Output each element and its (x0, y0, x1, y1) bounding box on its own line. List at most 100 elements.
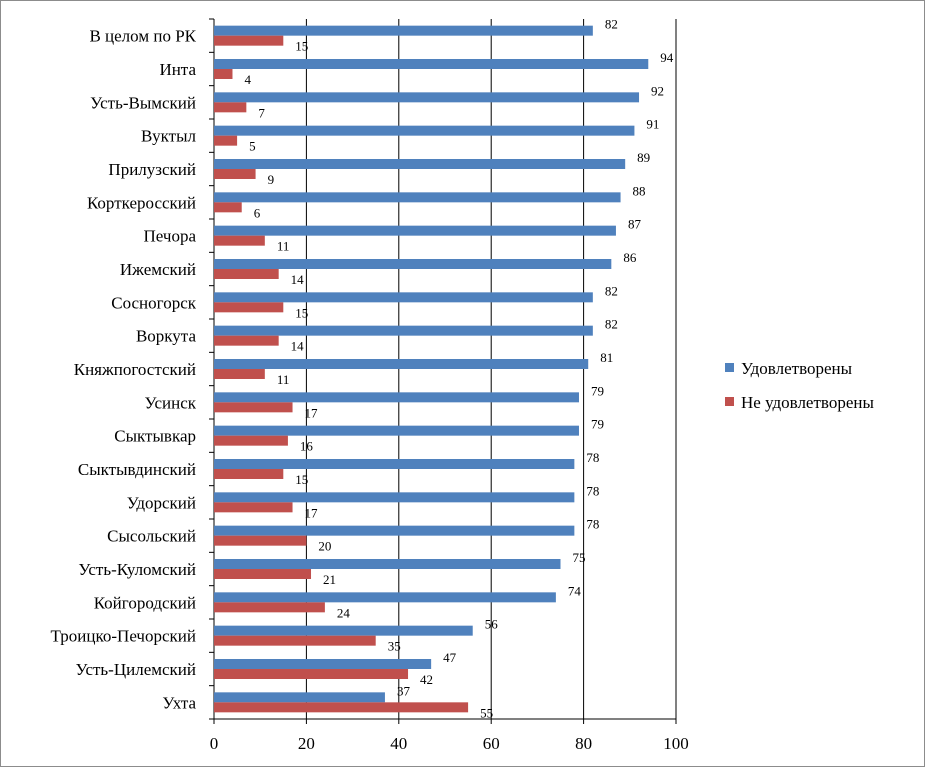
x-tick-label: 40 (390, 734, 407, 753)
data-label-satisfied: 82 (605, 17, 618, 32)
legend: Удовлетворены Не удовлетворены (725, 359, 874, 412)
data-label-not-satisfied: 14 (291, 339, 305, 354)
x-tick-label: 80 (575, 734, 592, 753)
category-label: Сосногорск (111, 293, 197, 312)
bar-not-satisfied (214, 335, 279, 346)
category-label: Прилузский (108, 160, 196, 179)
data-label-not-satisfied: 42 (420, 672, 433, 687)
category-label: Корткеросский (87, 193, 196, 212)
bar-satisfied (214, 259, 612, 269)
bar-satisfied (214, 192, 621, 203)
bar-not-satisfied (214, 635, 376, 646)
bar-satisfied (214, 592, 556, 603)
bar-not-satisfied (214, 69, 233, 79)
bar-not-satisfied (214, 669, 409, 679)
legend-label: Не удовлетворены (741, 393, 874, 412)
data-label-satisfied: 78 (586, 483, 599, 498)
category-label: Койгородский (94, 593, 196, 612)
data-label-not-satisfied: 17 (305, 505, 319, 520)
data-label-satisfied: 94 (660, 50, 674, 65)
x-tick-labels: 0 20 40 60 80 100 (210, 734, 689, 753)
bar-not-satisfied (214, 202, 242, 213)
category-label: Княжпогостский (74, 360, 196, 379)
data-label-not-satisfied: 4 (244, 72, 251, 87)
data-label-not-satisfied: 16 (300, 439, 314, 454)
bar-not-satisfied (214, 502, 293, 513)
data-label-satisfied: 47 (443, 650, 457, 665)
bar-not-satisfied (214, 269, 279, 279)
category-label: Сыктывдинский (78, 460, 196, 479)
data-label-not-satisfied: 5 (249, 139, 256, 154)
data-label-satisfied: 86 (623, 250, 637, 265)
data-label-satisfied: 91 (646, 117, 659, 132)
bar-not-satisfied (214, 602, 325, 613)
bar-not-satisfied (214, 569, 312, 579)
data-label-not-satisfied: 17 (305, 405, 319, 420)
bar-satisfied (214, 359, 589, 369)
bar-not-satisfied (214, 369, 265, 379)
data-label-satisfied: 82 (605, 317, 618, 332)
category-label: В целом по РК (89, 27, 196, 46)
data-label-not-satisfied: 11 (277, 239, 290, 254)
data-label-satisfied: 88 (633, 183, 646, 198)
data-label-satisfied: 89 (637, 150, 650, 165)
bar-satisfied (214, 92, 640, 103)
bar-satisfied (214, 625, 473, 636)
category-label: Сыктывкар (114, 427, 196, 446)
data-label-satisfied: 56 (485, 617, 499, 632)
data-label-not-satisfied: 9 (268, 172, 275, 187)
data-label-not-satisfied: 6 (254, 205, 261, 220)
category-label: Ижемский (120, 260, 196, 279)
bar-not-satisfied (214, 302, 284, 313)
category-labels: В целом по РК Инта Усть-Вымский Вуктыл Прилу… (51, 27, 197, 713)
bar-satisfied (214, 525, 575, 536)
bar-not-satisfied (214, 135, 238, 146)
bar-not-satisfied (214, 169, 256, 179)
x-tick-label: 60 (483, 734, 500, 753)
legend-swatch (725, 363, 734, 372)
category-label: Удорский (127, 493, 196, 512)
data-label-satisfied: 82 (605, 283, 618, 298)
legend-swatch (725, 397, 734, 406)
category-label: Воркута (136, 327, 196, 346)
category-label: Ухта (162, 693, 196, 712)
bar-satisfied (214, 659, 432, 669)
data-label-satisfied: 92 (651, 83, 664, 98)
data-label-not-satisfied: 15 (295, 472, 308, 487)
bar-satisfied (214, 559, 561, 569)
data-label-not-satisfied: 11 (277, 372, 290, 387)
data-label-not-satisfied: 24 (337, 605, 351, 620)
data-label-not-satisfied: 35 (388, 639, 401, 654)
data-label-not-satisfied: 7 (258, 105, 265, 120)
bar-satisfied (214, 425, 579, 436)
category-label: Сысольский (107, 527, 196, 546)
bar-satisfied (214, 59, 649, 69)
bar-not-satisfied (214, 235, 265, 246)
bar-satisfied (214, 325, 593, 336)
bar-satisfied (214, 225, 616, 236)
data-label-not-satisfied: 14 (291, 272, 305, 287)
bars-group (214, 25, 649, 713)
data-label-satisfied: 81 (600, 350, 613, 365)
data-label-not-satisfied: 55 (480, 705, 493, 720)
bar-satisfied (214, 159, 626, 169)
bar-not-satisfied (214, 435, 288, 446)
bar-satisfied (214, 392, 579, 403)
category-label: Инта (159, 60, 196, 79)
data-label-not-satisfied: 20 (318, 539, 331, 554)
category-label: Вуктыл (141, 127, 197, 146)
data-label-not-satisfied: 15 (295, 39, 308, 54)
bar-not-satisfied (214, 535, 307, 546)
data-label-not-satisfied: 15 (295, 305, 308, 320)
bar-not-satisfied (214, 469, 284, 479)
category-label: Троицко-Печорский (51, 627, 196, 646)
data-label-satisfied: 75 (573, 550, 586, 565)
bar-satisfied (214, 25, 593, 36)
data-label-not-satisfied: 21 (323, 572, 336, 587)
category-label: Усть-Куломский (78, 560, 196, 579)
data-labels: 8215944927915899886871186148215821481117… (244, 17, 673, 721)
x-tick-label: 100 (663, 734, 689, 753)
bar-satisfied (214, 492, 575, 503)
category-label: Печора (144, 227, 197, 246)
